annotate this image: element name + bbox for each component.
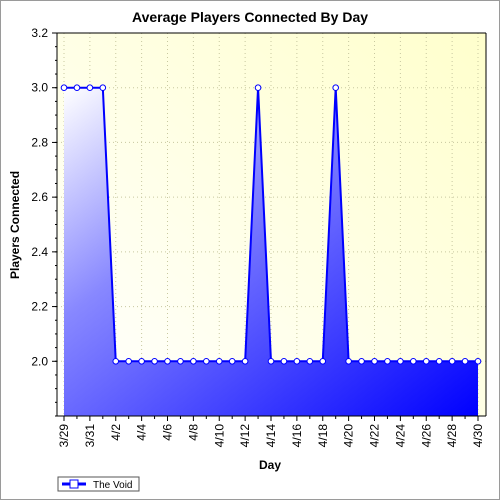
y-tick-label: 2.6	[31, 190, 48, 204]
x-tick-label: 4/28	[445, 424, 459, 448]
y-tick-label: 2.0	[31, 354, 48, 368]
x-tick-label: 4/2	[109, 424, 123, 441]
chart-title: Average Players Connected By Day	[132, 9, 368, 25]
data-point	[164, 357, 171, 365]
data-point	[73, 84, 81, 92]
x-tick-label: 4/10	[212, 424, 226, 448]
x-tick-label: 3/29	[57, 424, 71, 448]
data-point	[228, 357, 236, 365]
y-axis-title: Players Connected	[8, 171, 22, 279]
x-tick-label: 4/22	[368, 424, 382, 448]
data-point	[397, 357, 404, 365]
x-tick-label: 4/26	[419, 424, 433, 448]
data-point	[332, 84, 339, 92]
data-point	[474, 357, 482, 365]
data-point	[99, 84, 107, 92]
data-point	[125, 357, 132, 365]
plot-area: 2.0 2.2 2.4 2.6 2.8 3.0 3.2 3/29 3/31 4/2 4/4 4/6 4/…	[31, 26, 487, 448]
data-point	[254, 84, 262, 92]
data-point	[138, 357, 145, 365]
x-tick-label: 4/24	[393, 424, 407, 448]
data-point	[306, 357, 314, 365]
data-point	[435, 357, 443, 365]
data-point	[461, 357, 469, 365]
legend-marker	[69, 479, 79, 489]
data-point	[410, 357, 417, 365]
data-point	[371, 357, 378, 365]
data-point	[215, 357, 223, 365]
x-tick-label: 4/4	[135, 424, 149, 441]
data-point	[422, 357, 430, 365]
x-tick-label: 4/12	[238, 424, 252, 448]
y-tick-label: 3.2	[31, 26, 48, 40]
data-point	[384, 357, 391, 365]
x-tick-label: 4/8	[186, 424, 200, 441]
data-point	[177, 357, 184, 365]
data-point	[151, 357, 158, 365]
x-tick-label: 3/31	[83, 424, 97, 448]
x-tick-label: 4/30	[471, 424, 485, 448]
data-point	[86, 84, 94, 92]
y-tick-label: 2.4	[31, 245, 48, 259]
series-area	[64, 87, 478, 417]
x-axis-title: Day	[259, 458, 281, 472]
legend-label: The Void	[93, 480, 132, 491]
data-point	[345, 357, 352, 365]
data-point	[280, 357, 288, 365]
y-tick-label: 2.8	[31, 135, 48, 149]
data-point	[203, 357, 210, 365]
x-tick-label: 4/16	[290, 424, 304, 448]
legend: The Void	[57, 476, 140, 492]
data-point	[319, 357, 327, 365]
x-tick-label: 4/20	[342, 424, 356, 448]
data-point	[448, 357, 456, 365]
y-tick-label: 3.0	[31, 81, 48, 95]
y-tick-label: 2.2	[31, 300, 48, 314]
data-point	[60, 84, 68, 92]
data-point	[293, 357, 301, 365]
data-point	[358, 357, 365, 365]
data-point	[241, 357, 249, 365]
x-tick-label: 4/18	[316, 424, 330, 448]
x-tick-label: 4/14	[264, 424, 278, 448]
data-point	[190, 357, 197, 365]
data-point	[267, 357, 275, 365]
data-point	[112, 357, 120, 365]
x-tick-label: 4/6	[161, 424, 175, 441]
